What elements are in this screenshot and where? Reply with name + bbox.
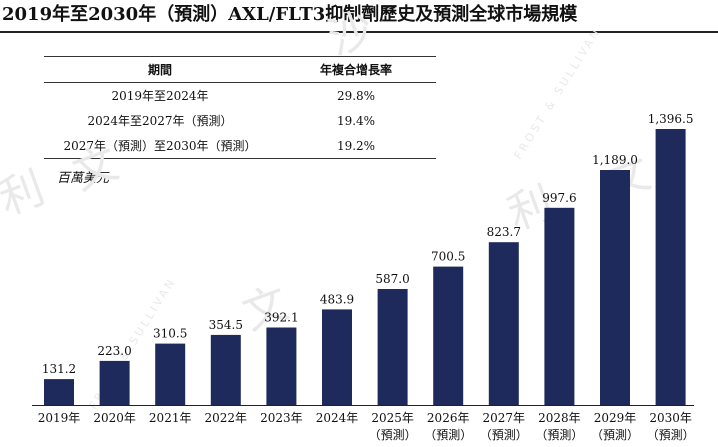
bar-value-label: 823.7: [487, 225, 521, 239]
bar-value-label: 392.1: [264, 311, 298, 325]
x-tick-label: 2021年: [149, 411, 192, 425]
x-tick-label: 2027年（預測）: [480, 411, 528, 442]
cagr-rate: 19.2%: [276, 133, 436, 159]
unit-label: 百萬美元: [57, 171, 110, 186]
bar: [44, 379, 74, 405]
x-tick-label: 2029年（預測）: [591, 411, 639, 442]
bars-group: [44, 129, 686, 405]
cagr-rate: 29.8%: [336, 88, 376, 103]
bar-value-label: 223.0: [97, 344, 131, 358]
cagr-header-rate: 年複合增長率: [276, 56, 436, 83]
bar-value-label: 354.5: [209, 318, 243, 332]
bar: [433, 266, 464, 405]
bar-value-label: 310.5: [153, 327, 187, 341]
x-tick-label: 2020年: [93, 411, 136, 425]
cagr-header-period: 期間: [44, 56, 276, 83]
bar: [488, 242, 519, 405]
bar-value-label: 483.9: [320, 292, 354, 306]
svg-text:利: 利: [0, 162, 51, 225]
cagr-period: 2019年至2024年: [111, 89, 209, 103]
cagr-period: 2024年至2027年（預測）: [87, 114, 233, 128]
bar: [266, 327, 297, 405]
bar-value-label: 587.0: [375, 272, 409, 286]
x-tick-label: 2030年（預測）: [647, 411, 695, 442]
cagr-period: 2027年（預測）至2030年（預測）: [44, 133, 276, 159]
bar: [544, 207, 575, 405]
title-underline: [0, 31, 718, 33]
bar: [99, 360, 130, 405]
x-tick-label: 2023年: [260, 411, 303, 425]
bar-value-label: 1,396.5: [648, 112, 694, 126]
bar: [155, 343, 186, 405]
bar: [377, 289, 408, 405]
bar: [655, 129, 686, 405]
x-tick-label: 2026年（預測）: [424, 411, 472, 442]
bar: [210, 334, 241, 405]
bar: [322, 309, 352, 405]
bar-value-label: 997.6: [542, 191, 576, 205]
cagr-header-row: 期間 年複合增長率: [44, 56, 436, 83]
chart-title: 2019年至2030年（預測）AXL/FLT3抑制劑歷史及預測全球市場規模: [2, 4, 578, 25]
cagr-row: 2024年至2027年（預測） 19.4%: [44, 108, 436, 133]
svg-text:FROST & SULLIVAN: FROST & SULLIVAN: [512, 25, 604, 162]
x-tick-label: 2025年（預測）: [369, 411, 417, 442]
bar: [600, 170, 630, 405]
x-tick-label: 2019年: [38, 411, 81, 425]
x-tick-label: 2028年（預測）: [535, 411, 583, 442]
x-tick-label: 2022年: [205, 411, 248, 425]
bar-value-label: 700.5: [431, 250, 465, 264]
cagr-rate: 19.4%: [336, 113, 376, 128]
bar-value-label: 131.2: [42, 362, 76, 376]
bar-value-label: 1,189.0: [592, 153, 638, 167]
svg-text:文: 文: [66, 137, 125, 200]
cagr-row: 2019年至2024年 29.8%: [44, 83, 436, 109]
cagr-row: 2027年（預測）至2030年（預測） 19.2%: [44, 133, 436, 159]
value-labels-group: 131.2 223.0 310.5 354.5 392.1 483.9 587.0 700.5…: [42, 112, 694, 376]
x-tick-labels-group: 2019年 2020年 2021年 2022年 2023年 2024年 2025年（預測）2…: [38, 411, 695, 442]
svg-text:沙: 沙: [321, 2, 380, 65]
x-tick-label: 2024年: [316, 411, 359, 425]
cagr-table: 期間 年複合增長率 2019年至2024年 29.8% 2024年至2027年（…: [44, 56, 436, 159]
